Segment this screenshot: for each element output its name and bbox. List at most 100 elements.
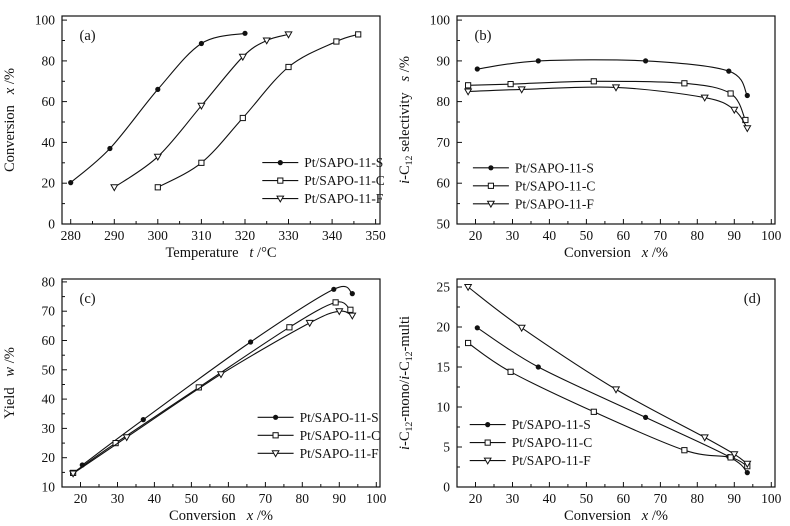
- legend-label: Pt/SAPO-11-C: [300, 428, 381, 443]
- legend: Pt/SAPO-11-S Pt/SAPO-11-C Pt/SAPO-11-F: [469, 417, 593, 468]
- filled-circle-marker: [68, 180, 74, 186]
- panel-d-chart: 20 30 40 50 60 70 80 90 100 0 5 10 15 20 25 Conversion …: [395, 263, 790, 526]
- x-axis-title: Temperature t /°C: [165, 245, 276, 261]
- open-square-marker: [277, 177, 284, 184]
- x-axis-title: Conversion x /%: [564, 245, 668, 261]
- y-tick-label: 90: [437, 53, 451, 68]
- legend-item: Pt/SAPO-11-C: [472, 178, 596, 193]
- open-triangle-down-marker: [271, 450, 280, 458]
- x-tick-label: 40: [543, 491, 557, 506]
- series-curve-Pt/SAPO-11-S: [81, 285, 353, 466]
- x-tick-label: 20: [469, 228, 483, 243]
- plot-frame: [61, 15, 381, 225]
- filled-circle-marker: [744, 470, 750, 476]
- open-triangle-down-marker: [276, 195, 285, 203]
- series-markers-Pt/SAPO-11-C: [465, 339, 751, 470]
- legend-label: Pt/SAPO-11-F: [300, 446, 380, 461]
- filled-circle-marker: [474, 66, 480, 72]
- y-tick-label: 60: [437, 176, 451, 191]
- legend-item: Pt/SAPO-11-S: [469, 417, 591, 432]
- x-tick-label: 30: [111, 491, 125, 506]
- open-triangle-down-marker: [700, 434, 709, 442]
- open-triangle-down-marker: [284, 31, 293, 39]
- open-square-marker: [507, 81, 514, 88]
- x-tick-label: 60: [222, 491, 236, 506]
- x-tick-label: 100: [761, 228, 782, 243]
- open-square-marker: [487, 182, 495, 189]
- open-square-marker: [239, 114, 246, 122]
- legend-label: Pt/SAPO-11-F: [512, 453, 592, 468]
- axis-ticks: [62, 281, 377, 488]
- open-triangle-down-marker: [611, 84, 621, 92]
- chart-canvas-b: 20 30 40 50 60 70 80 90 100 50 60 70 80 90 100 Conversi…: [397, 13, 782, 261]
- plot-frame: [61, 278, 381, 488]
- open-triangle-down-marker: [153, 153, 162, 162]
- y-tick-label: 25: [437, 280, 451, 295]
- x-tick-label: 50: [185, 491, 199, 506]
- open-square-marker: [347, 306, 354, 313]
- x-tick-label: 70: [654, 228, 668, 243]
- open-square-marker: [507, 368, 514, 375]
- x-tick-label: 60: [617, 491, 631, 506]
- series-markers-Pt/SAPO-11-F: [463, 84, 752, 133]
- filled-circle-marker: [242, 30, 248, 36]
- open-triangle-down-marker: [463, 88, 473, 96]
- y-tick-label: 40: [42, 135, 56, 150]
- x-tick-label: 280: [61, 228, 82, 243]
- open-triangle-down-marker: [216, 371, 226, 379]
- series-markers-Pt/SAPO-11-C: [154, 31, 362, 191]
- x-tick-label: 50: [580, 228, 594, 243]
- chart-canvas-a: 280 290 300 310 320 330 340 350 0 20 40 60 80 100 Temp…: [2, 13, 386, 261]
- filled-circle-marker: [140, 417, 146, 423]
- x-tick-label: 290: [104, 228, 125, 243]
- y-tick-label: 100: [35, 13, 56, 28]
- legend-label: Pt/SAPO-11-S: [300, 410, 379, 425]
- legend-label: Pt/SAPO-11-F: [304, 191, 384, 206]
- open-square-marker: [272, 432, 279, 439]
- legend-label: Pt/SAPO-11-C: [512, 435, 593, 450]
- filled-circle-marker: [107, 145, 113, 152]
- legend-label: Pt/SAPO-11-S: [304, 155, 383, 170]
- x-tick-label: 80: [691, 491, 705, 506]
- axis-ticks: [457, 286, 772, 488]
- axis-ticks: [457, 19, 772, 225]
- chart-canvas-d: 20 30 40 50 60 70 80 90 100 0 5 10 15 20 25 Conversion …: [397, 278, 782, 524]
- chart-canvas-c: 20 30 40 50 60 70 80 90 100 10 20 30 40 50 60 70 80 Conve…: [2, 274, 387, 524]
- open-triangle-down-marker: [305, 319, 314, 328]
- open-triangle-down-marker: [68, 470, 78, 478]
- filled-circle-marker: [488, 165, 494, 171]
- series-curve-Pt/SAPO-11-S: [477, 59, 748, 96]
- filled-circle-marker: [273, 414, 279, 420]
- open-square-marker: [154, 184, 161, 191]
- open-triangle-down-marker: [743, 125, 752, 133]
- y-tick-label: 60: [42, 333, 56, 348]
- x-tick-label: 30: [506, 228, 520, 243]
- filled-circle-marker: [155, 86, 161, 92]
- y-tick-label: 30: [42, 421, 56, 436]
- open-square-marker: [727, 454, 734, 461]
- x-tick-label: 90: [728, 491, 742, 506]
- open-triangle-down-marker: [730, 451, 739, 459]
- open-triangle-down-marker: [517, 324, 526, 333]
- y-tick-label: 5: [443, 440, 450, 455]
- x-tick-label: 100: [761, 491, 782, 506]
- open-triangle-down-marker: [262, 37, 271, 45]
- panel-label: (a): [80, 28, 96, 44]
- plot-frame: [456, 15, 776, 225]
- x-tick-label: 100: [366, 491, 387, 506]
- filled-circle-marker: [331, 286, 337, 292]
- open-triangle-down-marker: [348, 312, 357, 320]
- legend-label: Pt/SAPO-11-C: [515, 178, 596, 193]
- axis-ticks: [62, 19, 377, 225]
- open-triangle-down-marker: [486, 200, 496, 209]
- y-tick-label: 10: [42, 480, 56, 495]
- y-tick-label: 100: [430, 13, 451, 28]
- x-tick-label: 90: [333, 491, 347, 506]
- open-triangle-down-marker: [238, 53, 247, 62]
- legend-item: Pt/SAPO-11-S: [257, 410, 379, 425]
- filled-circle-marker: [643, 58, 649, 64]
- y-tick-label: 70: [437, 135, 451, 150]
- open-triangle-down-marker: [730, 106, 739, 115]
- x-tick-label: 30: [506, 491, 520, 506]
- y-axis-title: Conversion x /%: [2, 68, 18, 172]
